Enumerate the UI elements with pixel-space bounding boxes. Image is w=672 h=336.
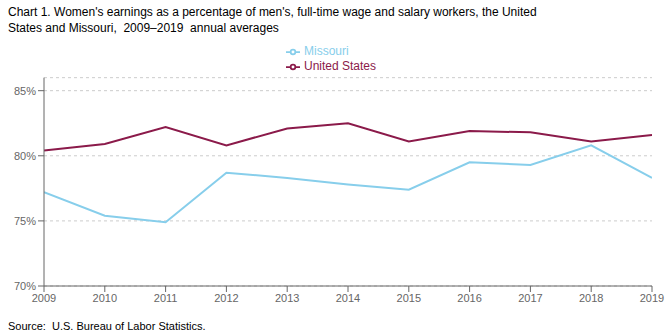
svg-text:85%: 85% xyxy=(14,85,36,97)
svg-text:2011: 2011 xyxy=(154,292,178,304)
svg-text:2012: 2012 xyxy=(214,292,238,304)
html-text:Source: U.S. Bureau of Labor S: Source: U.S. Bureau of Labor Statistics. xyxy=(8,320,206,332)
svg-text:2010: 2010 xyxy=(93,292,117,304)
html-text:Chart 1. Women's earnings as a: Chart 1. Women's earnings as a percentag… xyxy=(8,5,537,19)
svg-text:75%: 75% xyxy=(14,215,36,227)
svg-text:2009: 2009 xyxy=(32,292,56,304)
svg-text:2018: 2018 xyxy=(579,292,603,304)
html-text:Missouri: Missouri xyxy=(304,44,349,58)
svg-text:2019: 2019 xyxy=(640,292,664,304)
svg-text:70%: 70% xyxy=(14,280,36,292)
svg-text:2017: 2017 xyxy=(518,292,542,304)
svg-text:2016: 2016 xyxy=(457,292,481,304)
html-text:United States: United States xyxy=(304,58,376,73)
html-text:States and Missouri, 2009–2019: States and Missouri, 2009–2019 annual av… xyxy=(8,21,279,35)
svg-text:2013: 2013 xyxy=(275,292,299,304)
svg-text:2014: 2014 xyxy=(336,292,360,304)
svg-text:2015: 2015 xyxy=(397,292,421,304)
svg-text:80%: 80% xyxy=(14,150,36,162)
